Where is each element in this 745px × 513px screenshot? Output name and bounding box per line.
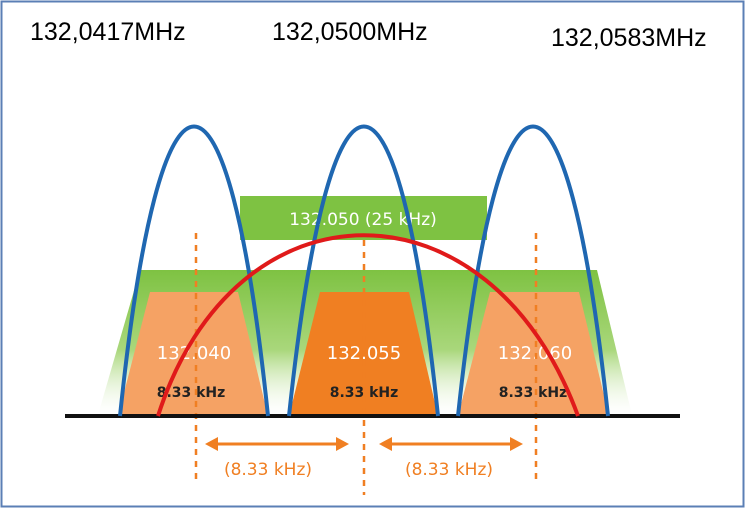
- top-frequency-center: 132,0500MHz: [272, 18, 428, 46]
- narrow-channel-left-label: 132.040: [157, 343, 231, 364]
- top-frequency-left: 132,0417MHz: [30, 18, 186, 46]
- wide-filter-curve: [156, 233, 580, 417]
- narrow-filter-curve-center: [287, 124, 440, 417]
- spacing-arrow-left: [205, 437, 349, 451]
- narrow-channel-center-bandwidth: 8.33 kHz: [330, 385, 399, 401]
- wide-channel-label: 132.050 (25 kHz): [289, 210, 437, 230]
- spacing-label-right: (8.33 kHz): [405, 460, 493, 480]
- narrow-channel-left-bandwidth: 8.33 kHz: [157, 385, 226, 401]
- top-frequency-right: 132,0583MHz: [551, 24, 707, 52]
- spacing-arrow-right: [379, 437, 523, 451]
- narrow-channel-right: [458, 292, 609, 416]
- narrow-channel-right-bandwidth: 8.33 kHz: [499, 385, 568, 401]
- narrow-channel-left: [118, 292, 268, 416]
- narrow-filter-curve-left: [118, 124, 270, 417]
- wide-channel-label-box: [240, 196, 487, 240]
- spacing-label-left: (8.33 kHz): [224, 460, 312, 480]
